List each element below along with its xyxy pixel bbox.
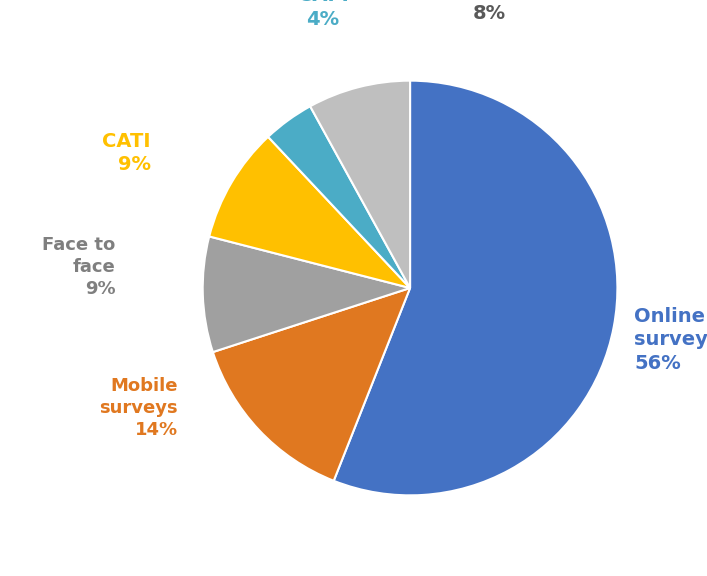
- Wedge shape: [213, 288, 410, 481]
- Text: CAPI
4%: CAPI 4%: [298, 0, 349, 29]
- Text: Online
surveys
56%: Online surveys 56%: [634, 307, 707, 373]
- Wedge shape: [203, 236, 410, 352]
- Wedge shape: [209, 137, 410, 288]
- Text: Mobile
surveys
14%: Mobile surveys 14%: [99, 377, 178, 439]
- Wedge shape: [310, 81, 410, 288]
- Wedge shape: [268, 107, 410, 288]
- Text: Face to
face
9%: Face to face 9%: [42, 236, 116, 298]
- Text: CATI
9%: CATI 9%: [103, 132, 151, 175]
- Text: Other
8%: Other 8%: [472, 0, 535, 22]
- Wedge shape: [334, 81, 617, 495]
